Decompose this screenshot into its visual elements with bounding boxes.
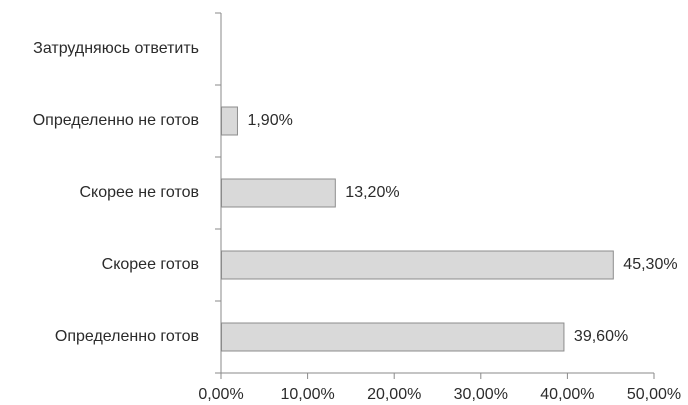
category-label: Определенно готов xyxy=(55,328,199,345)
category-labels: Затрудняюсь ответить Определенно не готов… xyxy=(33,40,199,345)
x-tick-label: 50,00% xyxy=(627,386,681,403)
x-tick-label: 40,00% xyxy=(540,386,594,403)
category-label: Затрудняюсь ответить xyxy=(33,40,199,57)
x-tick-label: 0,00% xyxy=(198,386,243,403)
bars xyxy=(221,106,614,352)
x-tick-label: 30,00% xyxy=(454,386,508,403)
bar xyxy=(221,250,614,280)
axes xyxy=(215,12,654,374)
data-label: 45,30% xyxy=(623,256,677,273)
bar xyxy=(221,322,565,352)
data-label: 39,60% xyxy=(574,328,628,345)
bar xyxy=(221,178,336,208)
category-label: Определенно не готов xyxy=(33,112,199,129)
data-label: 13,20% xyxy=(345,184,399,201)
value-labels: 1,90% 13,20% 45,30% 39,60% xyxy=(247,112,677,345)
category-label: Скорее готов xyxy=(102,256,199,273)
bar xyxy=(221,106,238,136)
data-label: 1,90% xyxy=(247,112,292,129)
x-tick-label: 10,00% xyxy=(280,386,334,403)
x-tick-label: 20,00% xyxy=(367,386,421,403)
x-axis-ticks: 0,00% 10,00% 20,00% 30,00% 40,00% 50,00% xyxy=(198,373,681,403)
category-label: Скорее не готов xyxy=(79,184,199,201)
